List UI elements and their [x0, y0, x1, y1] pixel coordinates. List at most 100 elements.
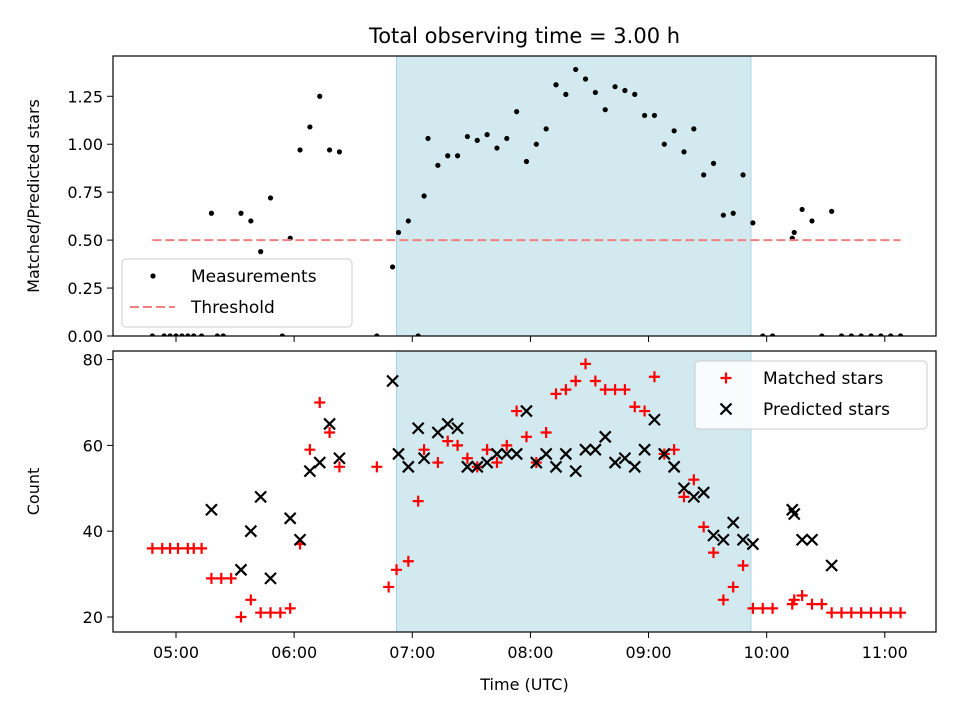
predicted-star-point — [736, 533, 750, 547]
predicted-star-point — [417, 451, 431, 465]
matched-star-point — [619, 384, 631, 396]
matched-star-point — [609, 384, 621, 396]
y-tick-label: 0.50 — [67, 231, 103, 250]
measurement-point — [878, 333, 884, 336]
measurement-point — [389, 264, 396, 270]
predicted-star-point — [530, 456, 543, 469]
measurement-point — [523, 158, 530, 165]
measurement-point — [425, 135, 431, 142]
measurement-point — [681, 149, 687, 155]
measurement-point — [405, 218, 411, 224]
y-tick-label: 40 — [83, 522, 103, 541]
predicted-star-point — [549, 460, 563, 474]
y-tick-label: 80 — [83, 351, 103, 370]
measurement-point — [454, 153, 461, 159]
legend: Measurements Threshold — [121, 258, 353, 328]
matched-star-point — [688, 474, 700, 486]
matched-star-point — [717, 594, 729, 606]
y-axis-label: Count — [24, 468, 43, 516]
measurement-point — [750, 220, 756, 226]
x-tick-label: 09:00 — [625, 643, 671, 662]
measurement-point — [592, 89, 598, 96]
measurement-point — [612, 84, 618, 90]
measurement-point — [701, 172, 707, 178]
y-tick-label: 1.25 — [67, 87, 103, 106]
matched-star-point — [845, 607, 857, 619]
predicted-star-point — [411, 421, 425, 435]
measurement-point — [671, 128, 677, 134]
measurement-point — [279, 333, 285, 336]
measurement-point — [582, 76, 589, 82]
measurement-point — [838, 333, 845, 336]
matched-star-point — [885, 607, 897, 619]
matched-star-point — [255, 607, 267, 619]
matched-star-point — [383, 581, 395, 593]
predicted-star-point — [667, 460, 681, 474]
predicted-star-point — [795, 533, 809, 547]
measurement-point — [307, 124, 313, 130]
predicted-star-point — [618, 451, 632, 465]
measurement-point — [553, 82, 559, 88]
y-tick-label: 0.75 — [67, 183, 103, 202]
count-panel: 20 40 60 80 05:00 06:00 07:00 08:00 09:00 10:00 11… — [24, 350, 937, 694]
legend-box — [694, 360, 928, 430]
axes-frame — [112, 350, 937, 633]
matched-star-point — [324, 427, 336, 439]
measurement-point — [374, 333, 380, 336]
matched-star-point — [491, 457, 503, 469]
matched-star-point — [284, 602, 296, 614]
predicted-star-point — [461, 460, 474, 474]
y-tick-label: 20 — [83, 608, 103, 627]
measurement-point — [167, 333, 173, 336]
predicted-star-point — [490, 447, 504, 461]
x-tick-label: 10:00 — [744, 643, 790, 662]
matched-star-point — [580, 358, 592, 370]
measurement-point — [267, 195, 274, 201]
matched-star-point — [432, 457, 444, 469]
matched-star-point — [540, 427, 552, 439]
plot-area — [149, 66, 904, 336]
predicted-star-point — [579, 443, 592, 456]
measurement-point — [791, 229, 797, 236]
predicted-star-point — [687, 490, 701, 504]
measurement-point — [336, 149, 343, 155]
legend-marker-matched — [720, 372, 732, 384]
predicted-star-point — [402, 460, 415, 474]
measurement-point — [661, 141, 667, 147]
measurement-point — [533, 141, 539, 147]
matched-star-point — [550, 388, 562, 400]
measurement-point — [858, 333, 864, 336]
predicted-star-point — [717, 533, 730, 547]
predicted-star-point — [333, 451, 346, 465]
legend-marker-predicted — [719, 402, 733, 416]
measurement-point — [848, 333, 854, 336]
matched-star-point — [865, 607, 877, 619]
matched-star-point — [639, 405, 651, 417]
matched-star-point — [196, 542, 208, 554]
measurement-point — [632, 91, 638, 97]
x-tick-label: 06:00 — [271, 643, 317, 662]
predicted-star-point — [470, 460, 484, 474]
measurement-point — [161, 333, 167, 336]
predicted-star-point — [386, 374, 399, 388]
matched-star-point — [172, 542, 184, 554]
measurement-point — [897, 333, 904, 336]
measurement-point — [474, 137, 480, 143]
measurement-point — [220, 333, 226, 336]
measurement-point — [395, 229, 402, 236]
measurement-point — [809, 218, 815, 224]
measurement-point — [691, 126, 697, 132]
matched-star-point — [274, 607, 286, 619]
matched-star-point — [668, 444, 680, 456]
measurement-point — [435, 162, 441, 168]
measurement-point — [504, 135, 510, 142]
matched-star-point — [442, 435, 454, 447]
matched-star-point — [767, 602, 779, 614]
measurement-point — [326, 147, 333, 153]
measurement-point — [297, 147, 303, 153]
measurement-point — [484, 132, 490, 138]
legend: Matched stars Predicted stars — [694, 360, 928, 430]
matched-star-point — [757, 602, 769, 614]
matched-star-point — [678, 491, 690, 503]
